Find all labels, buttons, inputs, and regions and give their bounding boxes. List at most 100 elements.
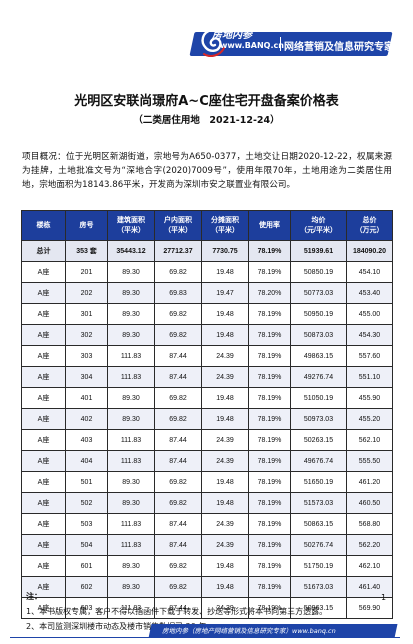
- table-cell: 69.83: [154, 282, 202, 304]
- table-cell: 19.48: [201, 555, 249, 577]
- table-cell: 78.20%: [248, 282, 291, 304]
- table-header-row: 楼栋 房号 建筑面积 （平米） 户内面积 （平米） 分摊面积 （平米） 使用率 均价 （元/…: [21, 210, 393, 241]
- total-cell: 353 套: [65, 240, 108, 262]
- table-cell: A座: [21, 555, 66, 577]
- table-cell: A座: [21, 597, 66, 619]
- table-cell: 89.30: [107, 555, 155, 577]
- table-cell: 51050.19: [290, 387, 347, 409]
- table-cell: 51750.19: [290, 555, 347, 577]
- notes-heading: 注：: [26, 592, 42, 601]
- table-cell: 557.60: [346, 345, 393, 367]
- table-cell: 111.83: [107, 429, 155, 451]
- table-cell: 455.90: [346, 387, 393, 409]
- column-header: 建筑面积 （平米）: [107, 210, 155, 241]
- table-cell: 78.19%: [248, 408, 291, 430]
- total-cell: 51939.61: [290, 240, 347, 262]
- table-cell: A座: [21, 450, 66, 472]
- table-cell: 111.83: [107, 597, 155, 619]
- table-cell: 49863.15: [290, 345, 347, 367]
- column-header: 房号: [65, 210, 108, 241]
- table-cell: 19.48: [201, 324, 249, 346]
- table-cell: 89.30: [107, 408, 155, 430]
- brand-slogan: 网络营销及信息研究专家: [284, 42, 394, 53]
- table-cell: 460.50: [346, 492, 393, 514]
- table-cell: 111.83: [107, 534, 155, 556]
- table-cell: 69.82: [154, 387, 202, 409]
- table-cell: 19.48: [201, 471, 249, 493]
- note-item: 2、本司监测深圳楼市动态及楼市销售数据已 20 年。: [26, 622, 215, 631]
- table-cell: 402: [65, 408, 108, 430]
- table-cell: 24.39: [201, 534, 249, 556]
- table-cell: A座: [21, 345, 66, 367]
- table-cell: 69.82: [154, 408, 202, 430]
- table-cell: 69.82: [154, 492, 202, 514]
- table-cell: 303: [65, 345, 108, 367]
- table-cell: 50850.19: [290, 261, 347, 283]
- table-cell: 89.30: [107, 492, 155, 514]
- table-row: A座 504 111.83 87.44 24.39 78.19% 50276.74 562.2…: [21, 534, 393, 556]
- table-cell: 78.19%: [248, 429, 291, 451]
- table-cell: 78.19%: [248, 450, 291, 472]
- table-cell: 603: [65, 597, 108, 619]
- table-cell: 24.39: [201, 429, 249, 451]
- table-cell: 69.82: [154, 261, 202, 283]
- table-row: A座 201 89.30 69.82 19.48 78.19% 50850.19 454.10: [21, 261, 393, 283]
- table-cell: 455.20: [346, 408, 393, 430]
- banner-divider: [280, 37, 281, 51]
- table-cell: 89.30: [107, 471, 155, 493]
- column-header: 楼栋: [21, 210, 66, 241]
- table-cell: 111.83: [107, 513, 155, 535]
- table-cell: 562.20: [346, 534, 393, 556]
- table-cell: 301: [65, 303, 108, 325]
- table-cell: 404: [65, 450, 108, 472]
- price-table: 楼栋 房号 建筑面积 （平米） 户内面积 （平米） 分摊面积 （平米） 使用率 均价 （元/…: [21, 210, 393, 619]
- table-cell: 19.47: [201, 282, 249, 304]
- table-cell: 569.90: [346, 597, 393, 619]
- table-cell: 111.83: [107, 366, 155, 388]
- table-cell: A座: [21, 513, 66, 535]
- footer-line: [10, 637, 400, 638]
- table-cell: 89.30: [107, 324, 155, 346]
- table-cell: 501: [65, 471, 108, 493]
- table-cell: 111.83: [107, 345, 155, 367]
- table-cell: 78.19%: [248, 471, 291, 493]
- table-cell: 49676.74: [290, 450, 347, 472]
- table-cell: A座: [21, 303, 66, 325]
- table-cell: 51650.19: [290, 471, 347, 493]
- table-cell: A座: [21, 282, 66, 304]
- column-header: 均价 （元/平米）: [290, 210, 347, 241]
- table-cell: 461.40: [346, 576, 393, 598]
- table-cell: 401: [65, 387, 108, 409]
- table-cell: 24.39: [201, 450, 249, 472]
- table-cell: 89.30: [107, 576, 155, 598]
- page-title: 光明区安联尚璟府A~C座住宅开盘备案价格表: [74, 94, 339, 109]
- table-cell: 49276.74: [290, 366, 347, 388]
- column-header: 总价 （万元）: [346, 210, 393, 241]
- table-cell: 69.82: [154, 324, 202, 346]
- table-cell: 50963.15: [290, 597, 347, 619]
- table-cell: 19.48: [201, 303, 249, 325]
- table-cell: 51673.03: [290, 576, 347, 598]
- table-row: A座 302 89.30 69.82 19.48 78.19% 50873.03 454.30: [21, 324, 393, 346]
- total-cell: 35443.12: [107, 240, 155, 262]
- note-item: 1、本书版权专属，客户不得以指函件下载于转发、抄送等形式将本书向第三方透露。: [26, 607, 328, 616]
- total-cell: 78.19%: [248, 240, 291, 262]
- table-cell: 50276.74: [290, 534, 347, 556]
- table-cell: A座: [21, 387, 66, 409]
- table-row: A座 403 111.83 87.44 24.39 78.19% 50263.15 562.1…: [21, 429, 393, 451]
- table-cell: 87.44: [154, 345, 202, 367]
- table-row: A座 402 89.30 69.82 19.48 78.19% 50973.03 455.20: [21, 408, 393, 430]
- table-cell: A座: [21, 366, 66, 388]
- table-cell: 87.44: [154, 513, 202, 535]
- table-cell: 304: [65, 366, 108, 388]
- table-row: A座 401 89.30 69.82 19.48 78.19% 51050.19 455.90: [21, 387, 393, 409]
- table-cell: 562.10: [346, 429, 393, 451]
- table-cell: 50773.03: [290, 282, 347, 304]
- table-cell: 455.00: [346, 303, 393, 325]
- table-cell: 89.30: [107, 387, 155, 409]
- column-header: 户内面积 （平米）: [154, 210, 202, 241]
- notes: 注： 1、本书版权专属，客户不得以指函件下载于转发、抄送等形式将本书向第三方透露…: [26, 589, 327, 634]
- table-cell: A座: [21, 534, 66, 556]
- table-row: A座 303 111.83 87.44 24.39 78.19% 49863.15 557.6…: [21, 345, 393, 367]
- table-cell: 78.19%: [248, 324, 291, 346]
